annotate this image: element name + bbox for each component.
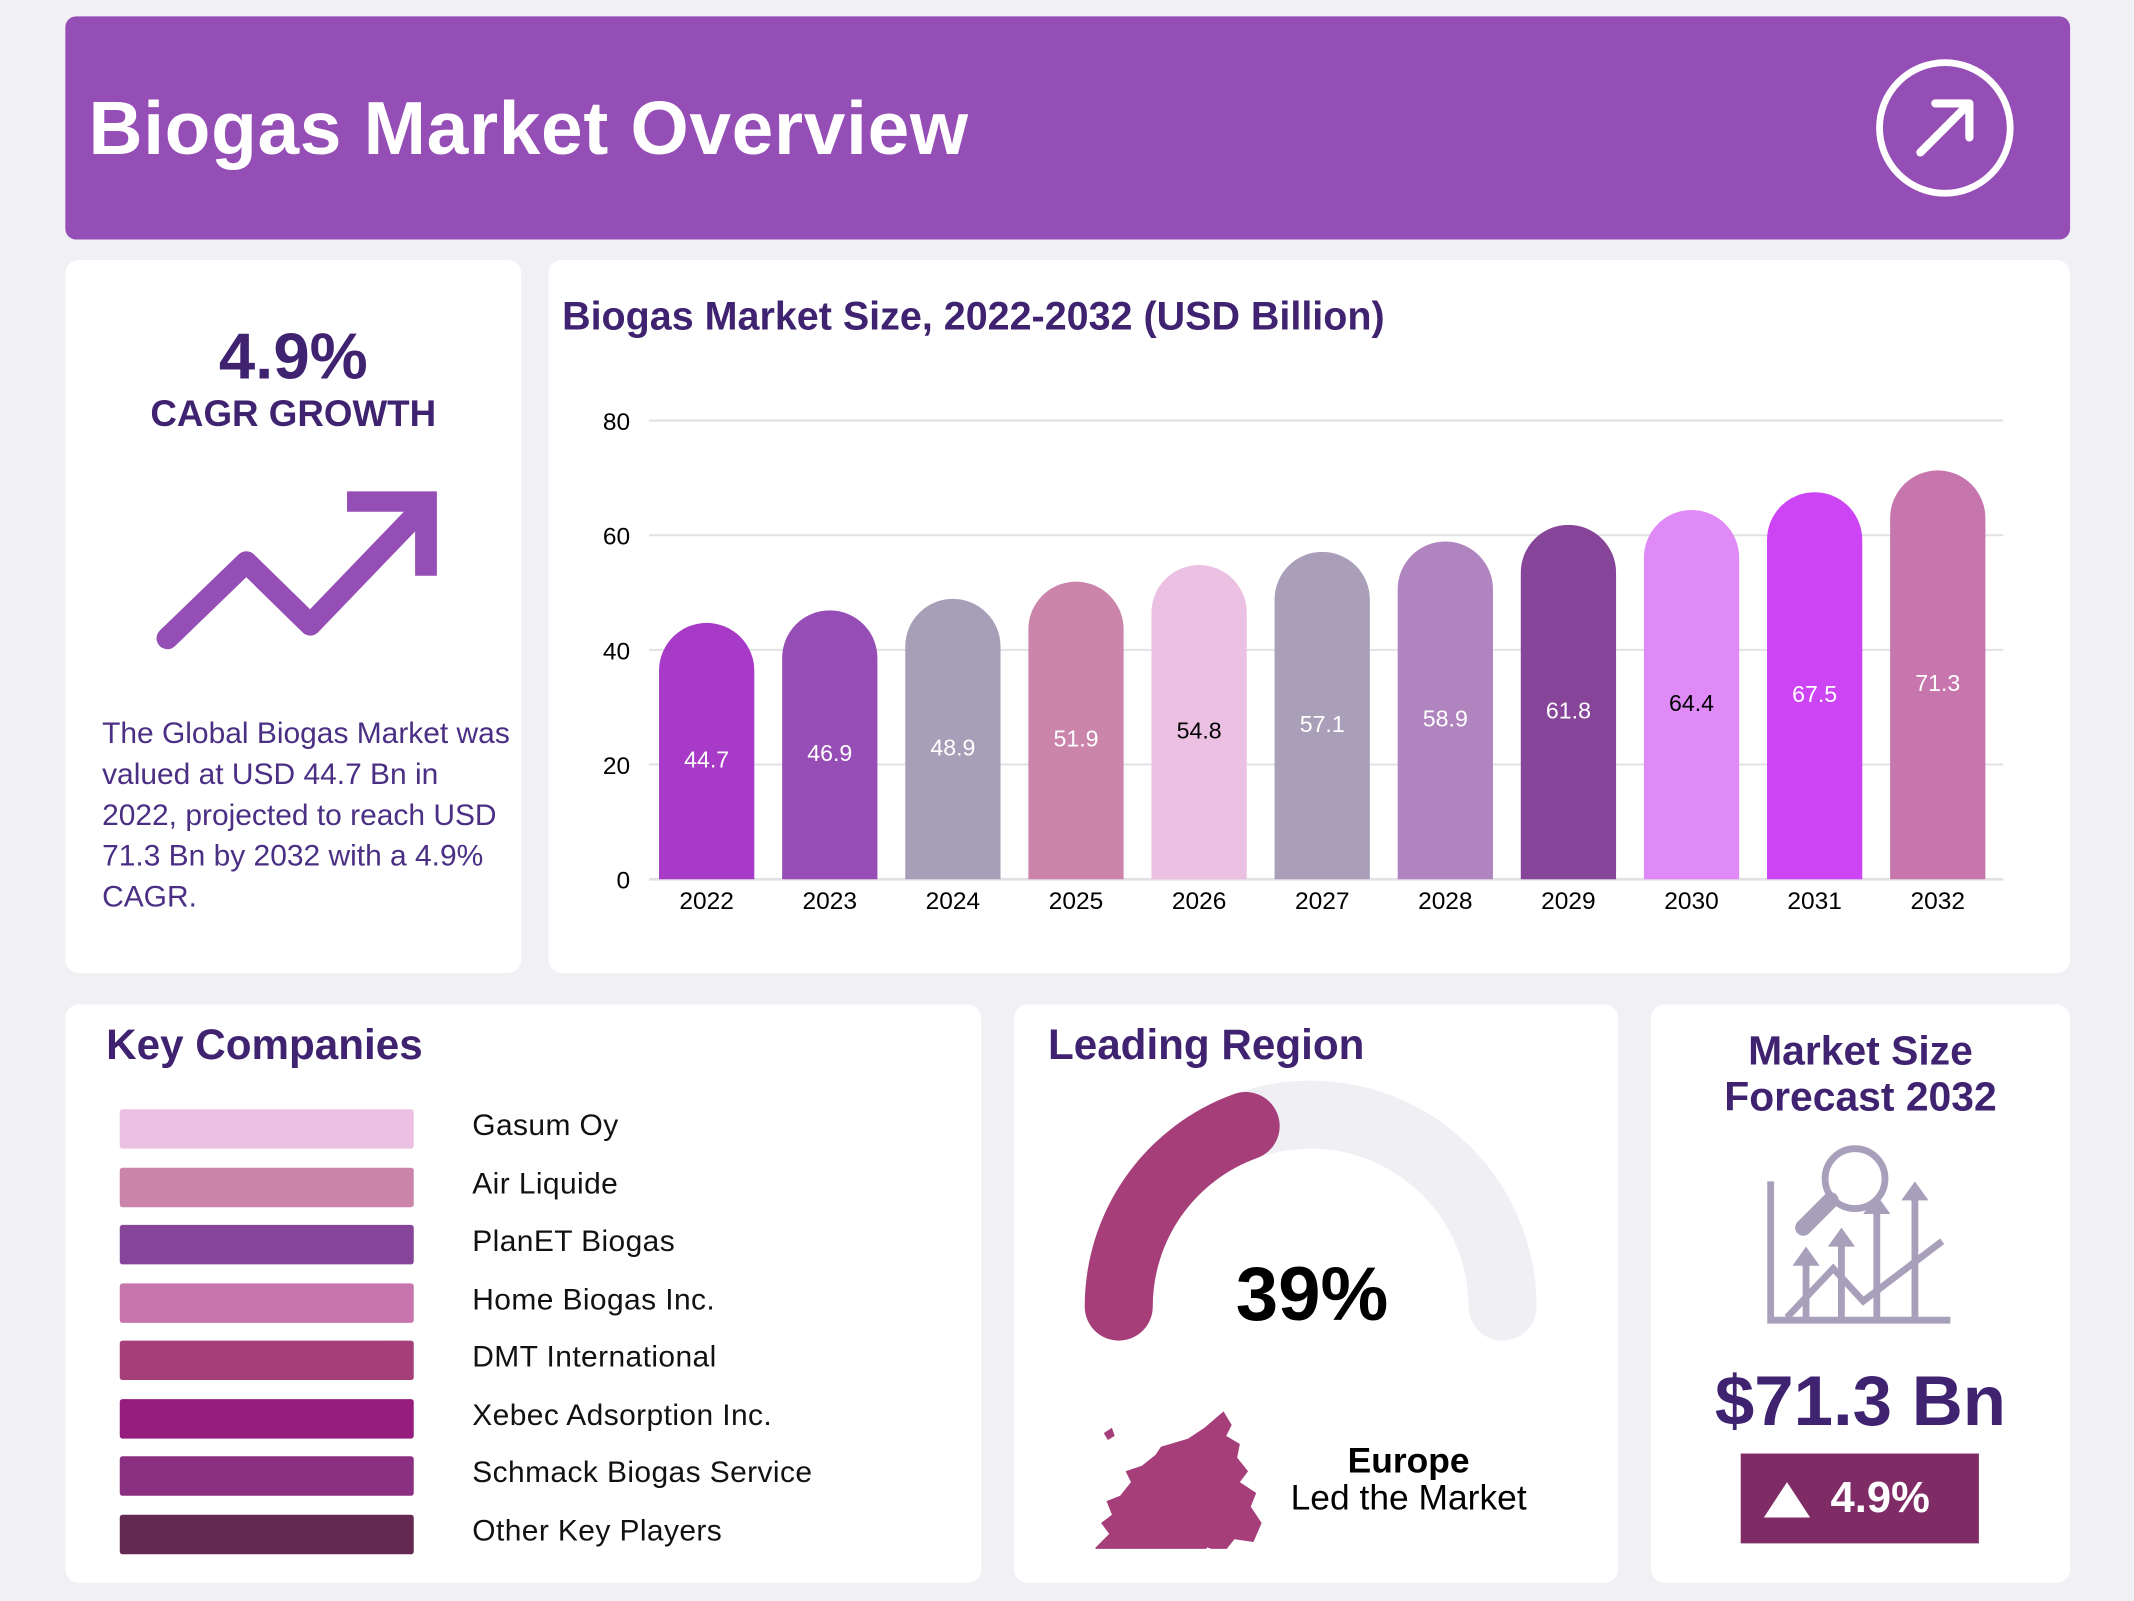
forecast-title-line1: Market Size xyxy=(1748,1028,1973,1074)
page-title: Biogas Market Overview xyxy=(88,85,969,171)
bar-chart: 0 20 40 60 80 44.7 2022 46.9 2023 48.9 2024 51.9 202… xyxy=(603,409,2004,915)
company-name: Air Liquide xyxy=(472,1165,619,1200)
company-color-swatch xyxy=(119,1109,414,1149)
region-name: Europe xyxy=(1347,1439,1470,1481)
bar-value-label: 57.1 xyxy=(1300,711,1345,737)
x-tick-label: 2029 xyxy=(1541,888,1595,915)
x-tick-label: 2027 xyxy=(1295,888,1349,915)
x-tick-label: 2026 xyxy=(1172,888,1226,915)
key-companies-card: Key Companies Gasum Oy Air Liquide PlanE… xyxy=(65,1004,982,1583)
growth-value: 4.9% xyxy=(1830,1472,1930,1522)
x-tick-label: 2024 xyxy=(926,888,980,915)
bar-2026 xyxy=(1151,565,1247,880)
growth-badge: 4.9% xyxy=(1740,1453,1979,1544)
bar-value-label: 48.9 xyxy=(930,734,975,760)
bar-2032 xyxy=(1890,470,1986,880)
y-tick-label: 40 xyxy=(603,638,630,665)
x-tick-label: 2025 xyxy=(1049,888,1103,915)
company-name: Gasum Oy xyxy=(472,1107,619,1142)
bar-value-label: 58.9 xyxy=(1423,706,1468,732)
bar-2029 xyxy=(1520,524,1617,880)
bar-value-label: 51.9 xyxy=(1053,726,1098,752)
company-name: Other Key Players xyxy=(472,1512,723,1547)
forecast-title: Market Size Forecast 2032 xyxy=(1651,1029,2070,1122)
chart-card: Biogas Market Size, 2022-2032 (USD Billi… xyxy=(548,259,2071,974)
bar-2030 xyxy=(1643,509,1740,880)
y-tick-label: 0 xyxy=(617,868,631,895)
company-color-swatch xyxy=(119,1456,414,1496)
x-tick-label: 2031 xyxy=(1787,888,1841,915)
company-name: Home Biogas Inc. xyxy=(472,1281,716,1316)
bar-2025 xyxy=(1028,581,1124,880)
bar-2028 xyxy=(1397,541,1493,880)
forecast-value: $71.3 Bn xyxy=(1714,1362,2007,1442)
x-tick-label: 2023 xyxy=(803,888,857,915)
market-analysis-chart-icon xyxy=(1767,1145,1951,1324)
region-subtitle: Led the Market xyxy=(1290,1476,1527,1518)
company-color-swatch xyxy=(119,1514,414,1554)
x-tick-label: 2022 xyxy=(679,888,733,915)
triangle-up-icon xyxy=(1763,1482,1811,1518)
cagr-label: CAGR GROWTH xyxy=(150,393,437,435)
forecast-card: Market Size Forecast 2032 $71.3 Bn 4.9% xyxy=(1650,1004,2071,1583)
bar-2023 xyxy=(782,610,878,880)
cagr-value: 4.9% xyxy=(218,321,368,394)
company-name: Xebec Adsorption Inc. xyxy=(472,1397,773,1432)
y-tick-label: 60 xyxy=(603,524,630,551)
x-tick-label: 2030 xyxy=(1664,888,1718,915)
forecast-title-line2: Forecast 2032 xyxy=(1724,1075,1997,1121)
company-color-swatch xyxy=(119,1340,414,1381)
bar-value-label: 46.9 xyxy=(807,740,852,766)
company-name: DMT International xyxy=(472,1339,717,1374)
key-companies-title: Key Companies xyxy=(106,1020,423,1069)
europe-map-icon xyxy=(1095,1411,1262,1549)
trend-up-arrow-icon xyxy=(156,491,437,650)
chart-title: Biogas Market Size, 2022-2032 (USD Billi… xyxy=(562,295,1385,339)
bar-value-label: 67.5 xyxy=(1792,681,1837,707)
y-tick-label: 80 xyxy=(603,409,630,436)
leading-region-title: Leading Region xyxy=(1047,1020,1365,1069)
company-name: PlanET Biogas xyxy=(472,1223,676,1258)
bar-value-label: 61.8 xyxy=(1546,697,1591,723)
bar-2031 xyxy=(1767,492,1863,880)
company-color-swatch xyxy=(119,1398,414,1438)
y-tick-label: 20 xyxy=(603,753,630,780)
cagr-description: The Global Biogas Market was valued at U… xyxy=(102,715,510,914)
bar-2027 xyxy=(1274,551,1370,880)
region-percent: 39% xyxy=(1235,1250,1389,1337)
header-banner: Biogas Market Overview xyxy=(65,16,2071,240)
leading-region-card: Leading Region 39% Europe Led the Market xyxy=(1013,1004,1619,1583)
bar-value-label: 44.7 xyxy=(684,746,729,772)
bar-2024 xyxy=(905,598,1001,880)
x-tick-label: 2028 xyxy=(1418,888,1472,915)
region-gauge xyxy=(1084,1080,1537,1341)
company-color-swatch xyxy=(119,1282,414,1323)
bar-2022 xyxy=(659,622,755,880)
bar-value-label: 71.3 xyxy=(1915,670,1960,696)
x-tick-label: 2032 xyxy=(1911,888,1965,915)
gauge-fill xyxy=(1084,1091,1280,1341)
cagr-card: 4.9% CAGR GROWTH The Global Biogas Marke… xyxy=(65,259,522,974)
company-color-swatch xyxy=(119,1224,414,1265)
bar-value-label: 54.8 xyxy=(1177,717,1222,743)
company-color-swatch xyxy=(119,1167,414,1207)
company-name: Schmack Biogas Service xyxy=(472,1454,813,1489)
bar-value-label: 64.4 xyxy=(1669,690,1714,716)
arrow-up-right-circle-icon[interactable] xyxy=(1875,59,2014,198)
